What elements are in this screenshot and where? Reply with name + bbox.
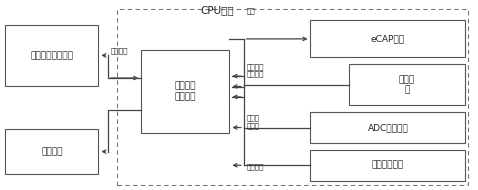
Text: 电流电
压温度: 电流电 压温度 [246, 115, 259, 129]
Text: 控制信号: 控制信号 [110, 48, 128, 55]
Text: 扇区信号: 扇区信号 [246, 163, 264, 169]
Bar [5, 129, 98, 174]
Bar [141, 50, 229, 133]
Text: 通讯模块: 通讯模块 [41, 147, 63, 156]
Bar [348, 64, 466, 105]
Bar [5, 25, 98, 86]
Text: eCAP模块: eCAP模块 [371, 34, 405, 43]
Bar [311, 150, 466, 181]
Text: 码盘信号处理: 码盘信号处理 [372, 161, 404, 170]
Text: 控制信号输出模块: 控制信号输出模块 [31, 51, 74, 60]
Text: 过流过压
欠压信号: 过流过压 欠压信号 [246, 63, 264, 77]
Bar [311, 112, 466, 143]
Text: ADC采样模块: ADC采样模块 [368, 123, 408, 132]
Text: 监控模
块: 监控模 块 [399, 75, 415, 94]
Text: 电流跟随
控制模块: 电流跟随 控制模块 [174, 82, 196, 101]
Text: CPU模块: CPU模块 [201, 5, 234, 15]
Text: 转速: 转速 [246, 7, 255, 14]
Bar [311, 21, 466, 57]
Bar [118, 9, 468, 185]
